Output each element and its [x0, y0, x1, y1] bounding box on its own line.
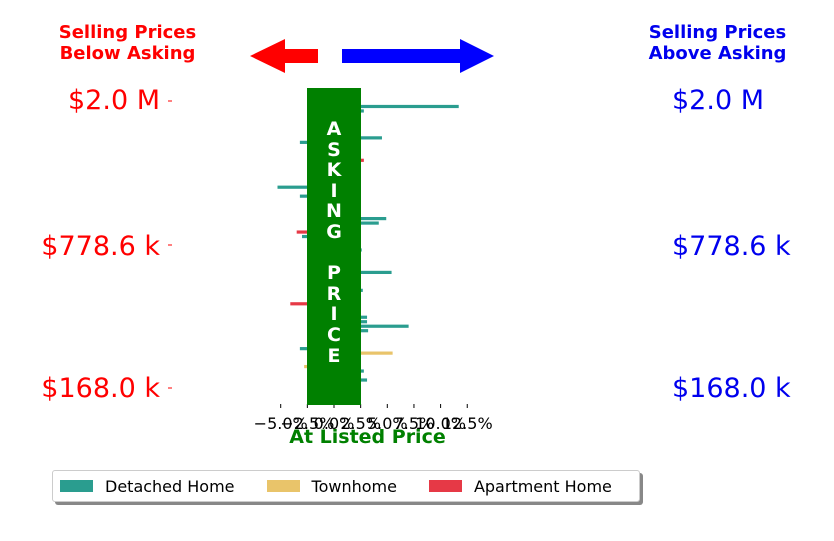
arrows-group: [250, 39, 494, 73]
x-axis: −5.0%−2.5%0.0%2.5%5.0%7.5%10.0%12.5%: [254, 404, 493, 433]
x-tick-label: 12.5%: [442, 414, 493, 433]
above-asking-header-line: Selling Prices: [648, 22, 787, 43]
below-asking-header: Selling Prices Below Asking: [40, 22, 215, 64]
legend-swatch: [266, 480, 300, 492]
bar-detached-home: [277, 185, 334, 189]
bar-detached-home: [334, 324, 409, 328]
bars-group: [277, 100, 459, 391]
price-label-bottom-right: $168.0 k: [672, 373, 791, 404]
x-axis-label: At Listed Price: [289, 426, 446, 448]
above-asking-header: Selling Prices Above Asking: [630, 22, 805, 64]
right-arrow: [342, 39, 494, 73]
price-label-top-right: $2.0 M: [672, 85, 764, 116]
above-asking-header-line: Above Asking: [648, 43, 787, 64]
x-tick-label: 2.5%: [340, 414, 381, 433]
x-tick-label: −5.0%: [254, 414, 308, 433]
x-tick-label: 10.0%: [415, 414, 466, 433]
bar-detached-home: [334, 270, 392, 275]
asking-price-label: A S K I N G P R I C E: [326, 118, 342, 367]
legend-label: Apartment Home: [473, 476, 612, 496]
price-label-middle-right: $778.6 k: [672, 231, 791, 262]
price-label-top-left: $2.0 M: [68, 85, 160, 116]
x-tick-label: 7.5%: [394, 414, 435, 433]
bar-detached-home: [334, 104, 459, 109]
legend-swatch: [428, 480, 462, 492]
below-asking-header-line: Below Asking: [59, 43, 196, 64]
legend-label: Townhome: [311, 476, 397, 496]
x-tick-label: 5.0%: [367, 414, 408, 433]
below-asking-header-line: Selling Prices: [58, 22, 197, 43]
price-label-bottom-left: $168.0 k: [41, 373, 160, 404]
x-tick-label: −2.5%: [280, 414, 334, 433]
legend-swatch: [60, 480, 93, 492]
left-arrow: [250, 39, 318, 73]
legend-item: Detached Home: [60, 477, 235, 496]
x-tick-label: 0.0%: [314, 414, 355, 433]
y-ticks: [168, 100, 172, 389]
bar-townhome: [334, 351, 393, 355]
legend: Detached Home Townhome Apartment Home: [52, 470, 640, 502]
legend-label: Detached Home: [105, 476, 235, 496]
legend-item: Townhome: [266, 476, 397, 496]
price-label-middle-left: $778.6 k: [41, 231, 160, 262]
asking-price-band: A S K I N G P R I C E: [307, 88, 361, 405]
legend-item: Apartment Home: [428, 476, 612, 496]
